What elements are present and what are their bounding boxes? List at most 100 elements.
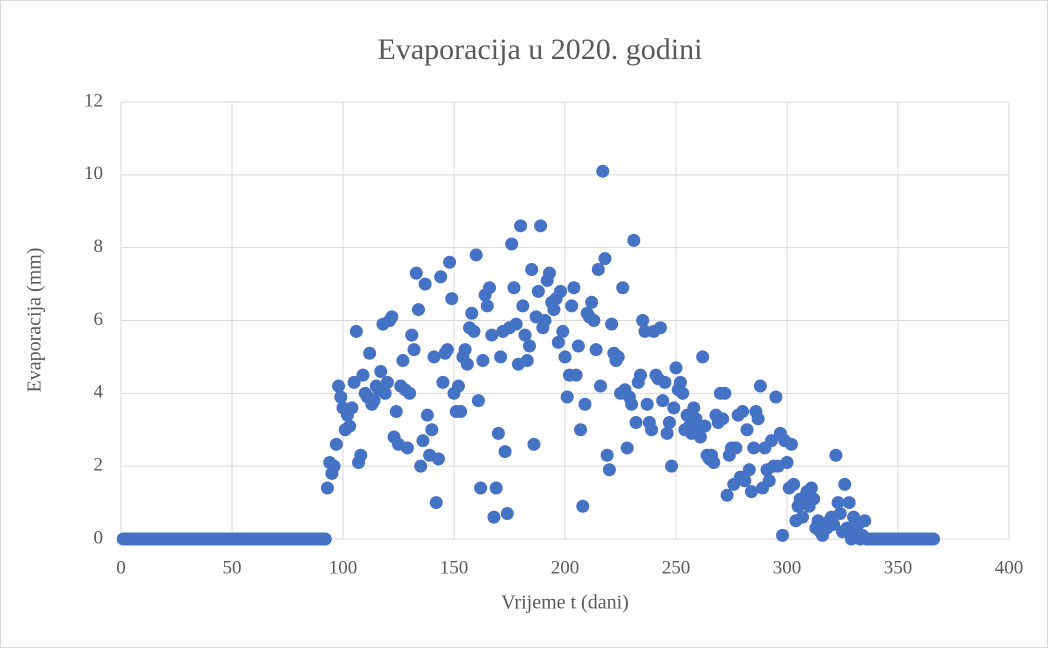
point xyxy=(420,408,434,422)
point xyxy=(653,321,667,335)
point xyxy=(594,379,608,393)
point xyxy=(487,510,501,524)
point xyxy=(534,219,548,233)
point xyxy=(516,299,530,313)
point xyxy=(531,284,545,298)
point xyxy=(738,474,752,488)
point xyxy=(656,394,670,408)
point xyxy=(764,434,778,448)
point xyxy=(507,281,521,295)
point xyxy=(414,459,428,473)
point xyxy=(474,481,488,495)
point xyxy=(491,426,505,440)
point xyxy=(469,248,483,262)
y-tick-label: 2 xyxy=(94,455,104,476)
point xyxy=(574,423,588,437)
point xyxy=(334,390,348,404)
point xyxy=(673,375,687,389)
point xyxy=(425,423,439,437)
point xyxy=(518,328,532,342)
point xyxy=(400,441,414,455)
point xyxy=(638,324,652,338)
x-tick-label: 150 xyxy=(440,557,469,578)
point xyxy=(740,423,754,437)
point xyxy=(742,463,756,477)
point xyxy=(698,419,712,433)
point xyxy=(458,343,472,357)
point xyxy=(471,394,485,408)
point xyxy=(598,252,612,266)
point xyxy=(838,477,852,491)
y-tick-label: 12 xyxy=(84,90,103,111)
point xyxy=(332,379,346,393)
point xyxy=(500,507,514,521)
point xyxy=(640,397,654,411)
point xyxy=(858,514,872,528)
point xyxy=(522,339,536,353)
point xyxy=(591,263,605,277)
point xyxy=(498,445,512,459)
point xyxy=(389,405,403,419)
point xyxy=(578,397,592,411)
point xyxy=(429,496,443,510)
point xyxy=(707,456,721,470)
x-tick-label: 300 xyxy=(773,557,802,578)
point xyxy=(729,441,743,455)
point xyxy=(440,343,454,357)
point xyxy=(804,481,818,495)
point xyxy=(494,350,508,364)
point xyxy=(565,299,579,313)
point xyxy=(576,499,590,513)
point xyxy=(611,350,625,364)
point xyxy=(489,481,503,495)
point xyxy=(625,397,639,411)
point xyxy=(751,412,765,426)
point xyxy=(587,314,601,327)
point xyxy=(416,434,430,448)
point xyxy=(349,324,363,338)
point xyxy=(465,306,479,320)
point xyxy=(658,375,672,389)
point xyxy=(629,415,643,429)
point xyxy=(589,343,603,357)
point xyxy=(696,350,710,364)
point xyxy=(343,419,357,433)
point xyxy=(480,299,494,313)
point xyxy=(829,448,843,462)
point xyxy=(318,532,332,546)
point xyxy=(556,324,570,338)
point xyxy=(602,463,616,477)
point xyxy=(411,303,425,317)
point xyxy=(687,401,701,415)
point xyxy=(483,281,497,295)
point xyxy=(467,324,481,338)
point xyxy=(667,401,681,415)
point xyxy=(454,405,468,419)
x-tick-label: 50 xyxy=(223,557,242,578)
point xyxy=(605,317,619,331)
point xyxy=(558,350,572,364)
point xyxy=(403,386,417,400)
point xyxy=(600,448,614,462)
point xyxy=(527,437,541,451)
point xyxy=(633,368,647,382)
point xyxy=(842,496,856,510)
point xyxy=(747,441,761,455)
point xyxy=(776,528,790,542)
point xyxy=(585,295,599,309)
point xyxy=(571,339,585,353)
y-tick-label: 0 xyxy=(94,527,104,548)
point xyxy=(762,474,776,488)
x-tick-label: 250 xyxy=(662,557,691,578)
chart-title: Evaporacija u 2020. godini xyxy=(378,33,703,66)
point xyxy=(542,266,556,280)
point xyxy=(538,314,552,327)
point xyxy=(753,379,767,393)
point xyxy=(385,310,399,324)
point xyxy=(505,237,519,251)
point xyxy=(551,335,565,349)
y-tick-label: 8 xyxy=(94,236,104,257)
point xyxy=(627,233,641,247)
point xyxy=(669,361,683,375)
